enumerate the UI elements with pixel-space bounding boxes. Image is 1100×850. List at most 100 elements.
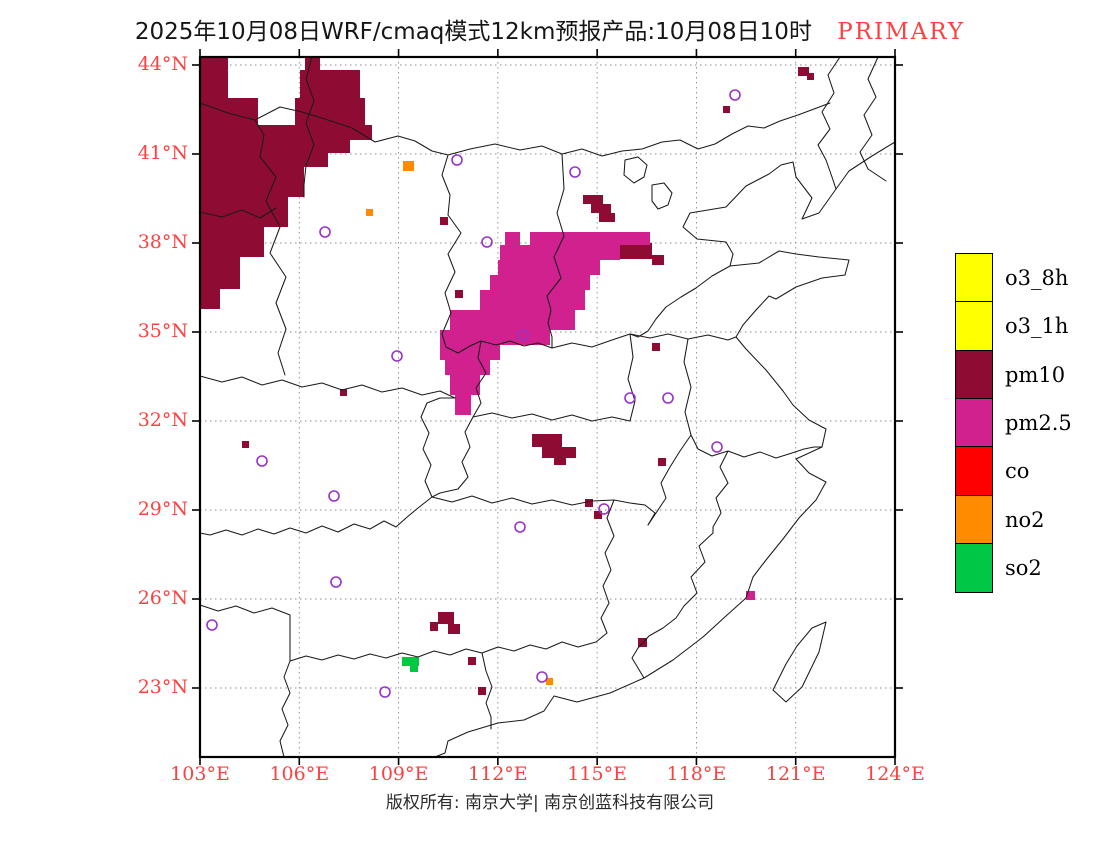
station-marker [206,619,218,631]
legend-swatch [955,301,993,352]
no2-area [403,161,414,171]
legend-item-pm2.5: pm2.5 [955,397,1100,448]
station-marker [391,350,403,362]
boundary-line [254,119,287,376]
pm10-area [554,458,566,465]
pm10-area [591,204,611,213]
axis-ticks [192,49,903,765]
station-marker [256,455,268,467]
pm25-area [450,375,480,395]
station-marker [729,89,741,101]
boundary-line [472,412,631,422]
boundary-line [629,265,731,338]
legend-label: no2 [1005,507,1045,532]
pm10-area [340,389,347,396]
pm10-area [200,153,328,167]
lat-tick-label: 35°N [137,320,188,342]
lon-tick-label: 103°E [170,763,230,785]
pm10-area [652,343,660,351]
legend-swatch [955,349,993,400]
boundary-line [595,499,615,643]
boundary-line [623,156,648,184]
lat-tick-label: 38°N [137,231,188,253]
copyright-footer: 版权所有: 南京大学| 南京创蓝科技有限公司 [0,788,1100,813]
station-marker [569,166,581,178]
legend-label: pm2.5 [1005,410,1072,435]
lon-tick-label: 106°E [269,763,330,785]
lon-tick-label: 109°E [368,763,429,785]
title-text: 2025年10月08日WRF/cmaq模式12km预报产品:10月08日10时 [134,19,812,45]
so2-area [402,657,419,666]
pm10-area [430,622,438,631]
lon-tick-label: 124°E [865,763,925,785]
no2-area [366,209,373,216]
latitude-axis: 44°N 41°N 38°N 35°N 32°N 29°N 26°N 23°N [100,53,192,757]
pm10-area [200,70,228,98]
pm25-area [445,360,490,375]
legend-item-o3_1h: o3_1h [955,301,1100,352]
forecast-map [192,49,903,765]
boundary-line [431,340,487,498]
pm10-area [200,98,258,125]
boundary-line [441,214,553,354]
legend-item-o3_8h: o3_8h [955,253,1100,303]
boundary-line [631,532,714,679]
boundary-line [551,333,631,349]
pm10-area [807,73,814,80]
legend-swatch [955,494,993,545]
lat-tick-label: 32°N [137,409,188,431]
station-marker [711,441,723,453]
province-boundaries [199,56,896,758]
pm10-area [583,195,603,204]
pm10-area [723,106,730,113]
lon-tick-label: 121°E [765,763,826,785]
legend-item-no2: no2 [955,494,1100,545]
pm25-area [450,310,575,330]
boundary-line [279,660,291,758]
lon-tick-label: 112°E [468,763,528,785]
pm10-area [438,612,454,624]
pm10-area [652,255,664,265]
boundary-line [431,495,615,506]
pm10-area [305,57,320,70]
station-marker [319,226,331,238]
pm25-area [480,290,585,310]
station-marker [451,154,463,166]
pm10-area [455,290,463,298]
station-marker [330,576,342,588]
pm25-area [500,245,620,260]
boundary-line [859,56,887,182]
boundary-line [289,641,597,662]
boundary-line [441,154,451,216]
boundary-line [817,56,841,190]
pm25-area [490,275,590,290]
station-marker [662,392,674,404]
legend-label: o3_1h [1005,314,1069,339]
pm10-area [585,499,593,507]
pm25-area [505,232,520,245]
lat-tick-label: 26°N [137,587,188,609]
pm10-area [620,243,652,259]
boundary-line [712,450,729,534]
legend-swatch [955,253,993,303]
legend-swatch [955,542,993,593]
coastline [434,141,896,758]
boundary-line [629,333,737,341]
pm10-area [532,434,562,447]
pm25-area [455,395,471,415]
legend-item-co: co [955,446,1100,497]
pm10-area [594,511,602,519]
pm10-area [478,687,486,695]
boundary-line [651,182,673,210]
pm10-area [599,213,615,222]
legend-item-pm10: pm10 [955,349,1100,400]
boundary-line [481,652,493,730]
boundary-line [303,56,315,198]
lat-tick-label: 23°N [137,676,188,698]
boundary-line [199,102,831,157]
station-marker [514,521,526,533]
boundary-line [647,434,692,526]
pm10-area [242,441,249,448]
pm10-area [200,227,264,257]
legend-swatch [955,397,993,448]
